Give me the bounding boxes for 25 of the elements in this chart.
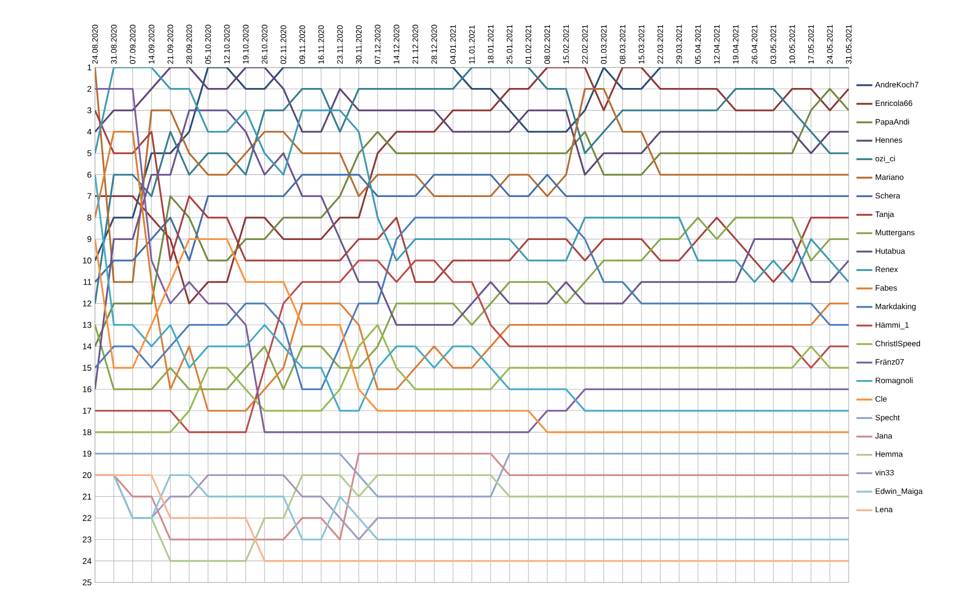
y-tick-label: 7 <box>87 193 92 200</box>
y-tick-label: 22 <box>82 515 92 522</box>
y-tick-label: 11 <box>84 279 92 285</box>
y-tick-label: 25 <box>82 580 92 586</box>
y-tick-label: 6 <box>87 172 92 178</box>
y-tick-label: 1 <box>88 64 92 70</box>
y-tick-label: 12 <box>82 300 92 306</box>
y-tick-label: 10 <box>82 258 92 264</box>
y-tick-label: 5 <box>87 150 92 156</box>
y-tick-label: 16 <box>82 386 92 392</box>
y-tick-label: 24 <box>82 558 92 564</box>
y-tick-label: 15 <box>82 364 92 371</box>
y-tick-label: 3 <box>87 107 92 114</box>
y-tick-label: 13 <box>82 322 92 328</box>
y-tick-label: 4 <box>87 128 92 135</box>
y-tick-label: 21 <box>82 494 92 500</box>
y-tick-label: 23 <box>82 536 92 543</box>
y-tick-label: 19 <box>82 450 92 457</box>
y-tick-label: 8 <box>87 214 92 221</box>
y-tick-label: 2 <box>87 86 92 92</box>
y-tick-label: 17 <box>82 408 92 414</box>
y-tick-label: 20 <box>82 472 92 478</box>
y-tick-label: 18 <box>82 429 92 436</box>
y-tick-label: 14 <box>82 344 92 350</box>
y-tick-label: 9 <box>87 236 92 242</box>
